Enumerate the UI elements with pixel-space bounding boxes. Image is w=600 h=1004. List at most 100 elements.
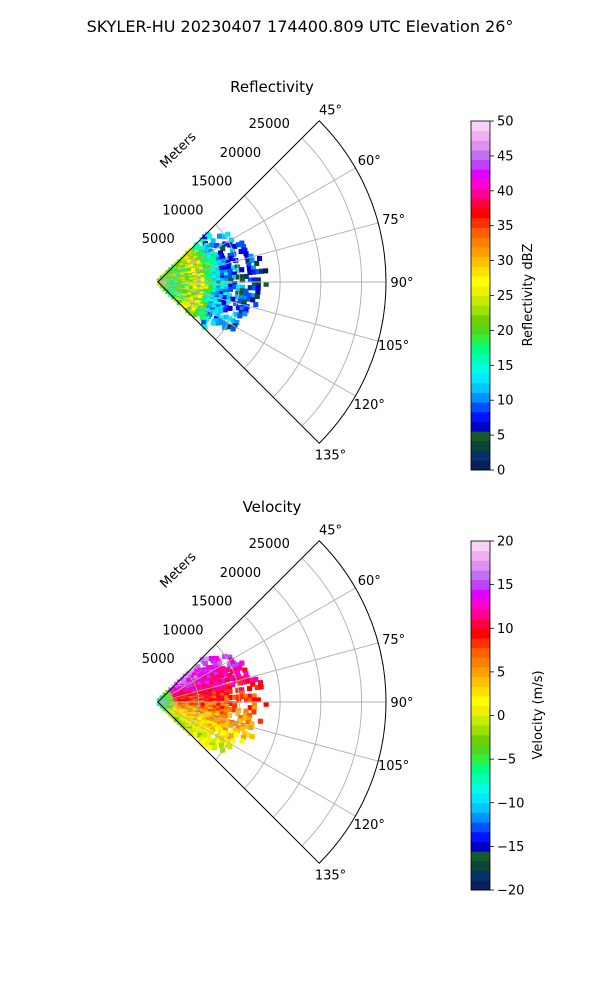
gate-cell (247, 693, 253, 699)
gate-cell (236, 725, 242, 731)
gate-cell (223, 286, 229, 292)
gate-cell (227, 286, 233, 292)
gate-cell (242, 731, 248, 737)
gate-cell (225, 231, 231, 237)
gate-cell (204, 742, 210, 748)
gate-cell (236, 694, 242, 700)
colorbar-swatch (471, 676, 490, 687)
colorbar-swatch (471, 266, 490, 277)
gate-cell (230, 730, 236, 736)
gate-cell (182, 305, 188, 311)
figure-suptitle: SKYLER-HU 20230407 174400.809 UTC Elevat… (87, 17, 514, 36)
gate-cell (185, 728, 191, 734)
gate-cell (210, 320, 216, 326)
gate-cell (218, 243, 224, 249)
gate-cell (225, 739, 231, 745)
radial-tick-label: 25000 (249, 117, 290, 132)
gate-cell (204, 656, 210, 662)
colorbar-swatch (471, 647, 490, 658)
gate-cell (226, 263, 232, 269)
gate-cell (254, 293, 260, 299)
azimuth-tick-label: 90° (390, 276, 413, 291)
colorbar-swatch (471, 276, 490, 287)
gate-cell (223, 686, 229, 692)
azimuth-spoke-120 (157, 281, 356, 397)
colorbar-swatch (471, 812, 490, 823)
gate-cell (221, 297, 227, 303)
colorbar-swatch (471, 295, 490, 306)
gate-cell (239, 687, 245, 693)
gate-cell (220, 706, 226, 712)
colorbar-swatch (471, 188, 490, 199)
gate-cell (219, 270, 225, 276)
colorbar-swatch (471, 608, 490, 619)
colorbar-swatch (471, 460, 490, 471)
gate-cell (231, 271, 237, 277)
colorbar-swatch (471, 773, 490, 784)
colorbar-swatch (471, 208, 490, 219)
gate-cell (245, 258, 251, 264)
colorbar-swatch (471, 696, 490, 707)
velocity-gates (156, 653, 269, 753)
gate-cell (220, 700, 226, 706)
colorbar-swatch (471, 657, 490, 668)
gate-cell (244, 304, 250, 310)
colorbar-swatch (471, 150, 490, 161)
gate-cell (235, 711, 241, 717)
colorbar-swatch (471, 589, 490, 600)
gate-cell (223, 314, 229, 320)
gate-cell (199, 741, 205, 747)
gate-cell (229, 657, 235, 663)
gate-cell (222, 683, 228, 689)
gate-cell (235, 707, 241, 713)
colorbar-swatch (471, 237, 490, 248)
gate-cell (179, 302, 185, 308)
gate-cell (239, 291, 245, 297)
gate-cell (218, 262, 224, 268)
gate-cell (218, 714, 224, 720)
gate-cell (227, 744, 233, 750)
gate-cell (230, 660, 236, 666)
gate-cell (232, 243, 238, 249)
gate-cell (209, 242, 215, 248)
gate-cell (222, 671, 228, 677)
gate-cell (219, 687, 225, 693)
gate-cell (243, 693, 249, 699)
gate-cell (222, 233, 228, 239)
gate-cell (176, 719, 182, 725)
gate-cell (247, 285, 253, 291)
colorbar-tick-label: 20 (497, 324, 514, 339)
gate-cell (219, 690, 225, 696)
gate-cell (239, 240, 245, 246)
gate-cell (232, 274, 238, 280)
radial-tick-label: 20000 (220, 146, 261, 161)
gate-cell (255, 269, 261, 275)
gate-cell (226, 295, 232, 301)
gate-cell (232, 323, 238, 329)
gate-cell (242, 667, 248, 673)
gate-cell (221, 730, 227, 736)
gate-cell (234, 294, 240, 300)
gate-cell (240, 277, 246, 283)
gate-cell (239, 726, 245, 732)
azimuth-tick-label: 105° (378, 759, 409, 774)
gate-cell (241, 679, 247, 685)
gate-cell (207, 233, 213, 239)
azimuth-tick-label: 60° (358, 154, 381, 169)
gate-cell (196, 732, 202, 738)
radial-tick-label: 15000 (191, 595, 232, 610)
gate-cell (241, 299, 247, 305)
gate-cell (251, 701, 257, 707)
gate-cell (234, 264, 240, 270)
colorbar-swatch (471, 314, 490, 325)
azimuth-tick-label: 60° (358, 574, 381, 589)
gate-cell (233, 667, 239, 673)
gate-cell (245, 678, 251, 684)
gate-cell (218, 742, 224, 748)
gate-cell (219, 288, 225, 294)
colorbar-tick-label: −15 (497, 840, 524, 855)
gate-cell (220, 275, 226, 281)
gate-cell (245, 720, 251, 726)
gate-cell (224, 275, 230, 281)
